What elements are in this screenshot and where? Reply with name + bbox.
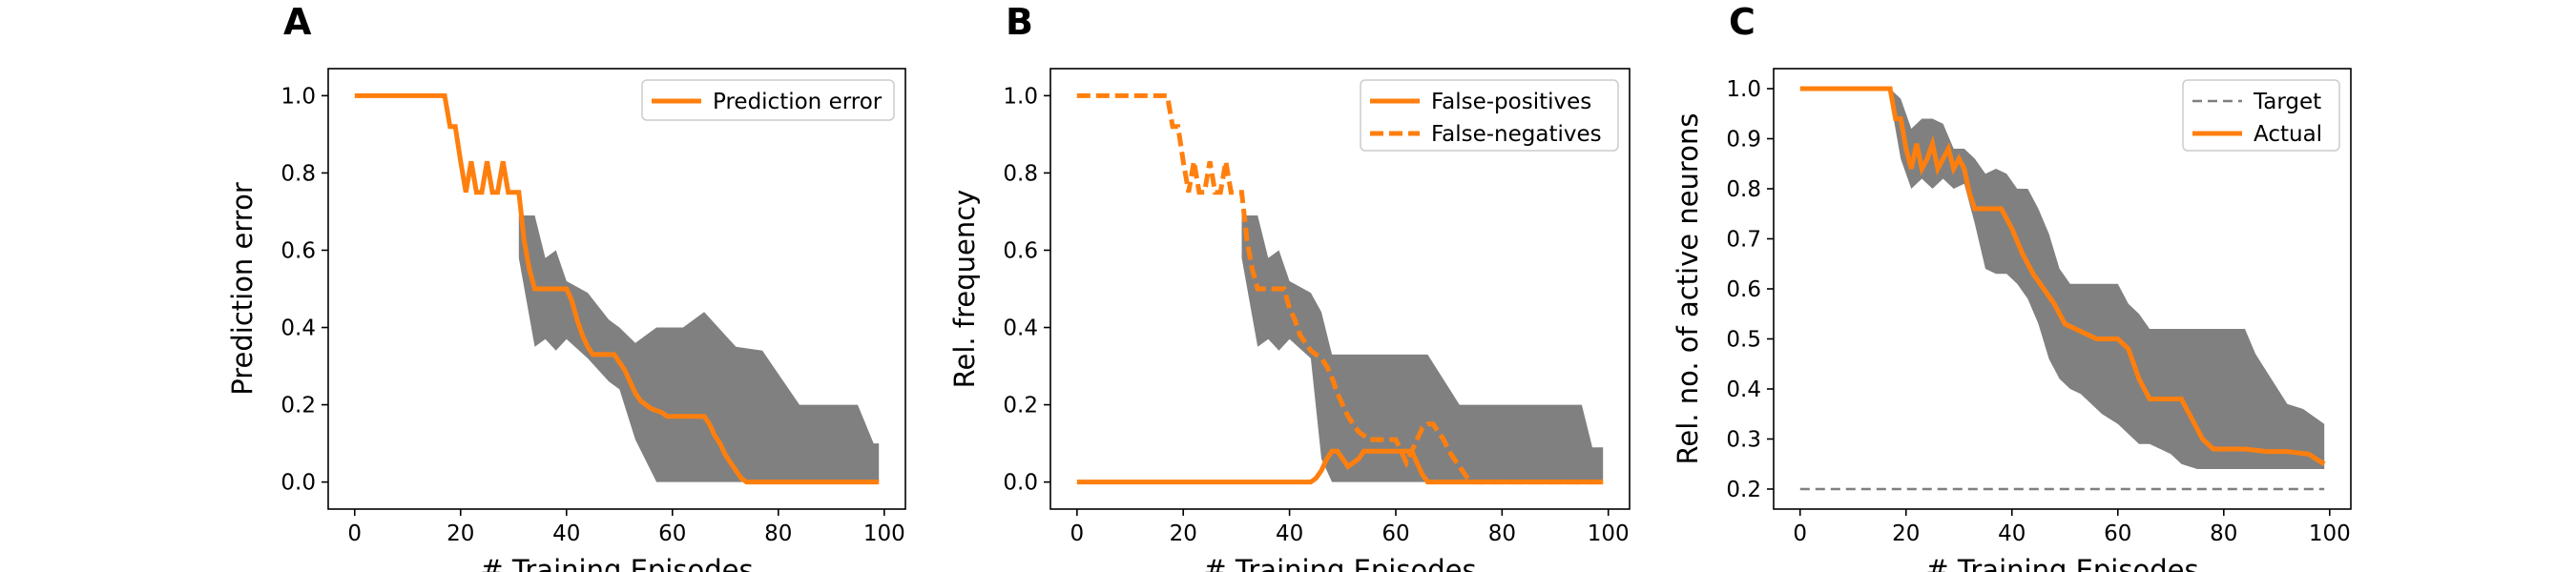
y-tick-label: 1.0 [1003,84,1038,109]
x-axis-label: # Training Episodes [480,554,753,572]
x-tick-label: 60 [2104,521,2131,546]
x-tick-label: 20 [447,521,474,546]
x-tick-label: 0 [347,521,362,546]
confidence-band [518,215,880,482]
x-tick-label: 40 [1998,521,2025,546]
y-tick-label: 0.6 [1003,238,1038,263]
panel-letter: A [283,1,312,43]
legend-label: Target [2253,90,2321,114]
x-tick-label: 20 [1892,521,1920,546]
x-tick-label: 20 [1170,521,1197,546]
panel-letter: C [1729,1,1755,43]
legend-label: False-negatives [1431,122,1602,147]
panel-a: 0 20 40 60 80 100 0.0 0.2 0.4 0.6 0.8 1.0 # Training… [226,1,906,572]
legend-box [641,79,895,121]
plot-area [1076,92,1604,485]
panel-b: 0 20 40 60 80 100 0.0 0.2 0.4 0.6 0.8 1.0 # Training… [948,1,1631,572]
y-axis-label: Rel. no. of active neurons [1672,113,1704,465]
legend-box [1360,79,1619,152]
plot-area [1799,86,2326,491]
x-tick-label: 100 [2309,521,2351,546]
y-tick-label: 0.2 [1003,394,1038,419]
y-tick-label: 0.8 [1003,161,1038,186]
y-tick-label: 0.0 [1003,471,1038,496]
x-tick-label: 100 [863,521,905,546]
y-tick-label: 0.4 [280,317,316,341]
y-tick-label: 0.2 [280,394,316,419]
confidence-band [1241,215,1604,482]
legend-label: Actual [2254,122,2322,147]
y-tick-label: 0.5 [1726,328,1761,353]
x-tick-label: 80 [1488,521,1516,546]
x-tick-label: 80 [764,521,792,546]
y-tick-label: 0.2 [1726,478,1761,502]
x-tick-label: 100 [1588,521,1630,546]
y-axis-label: Rel. frequency [948,190,981,389]
x-tick-label: 60 [1381,521,1409,546]
x-tick-label: 60 [658,521,686,546]
series-line-0 [354,92,880,485]
y-tick-label: 1.0 [280,84,316,109]
y-tick-label: 0.7 [1726,228,1761,253]
y-tick-label: 0.4 [1726,378,1761,402]
y-tick-label: 0.6 [280,238,316,263]
panel-letter: B [1006,1,1033,43]
axes-frame [327,68,906,510]
y-axis-label: Prediction error [226,182,259,396]
legend: Prediction error [641,79,895,121]
legend: False-positives False-negatives [1360,79,1619,152]
y-tick-label: 0.0 [280,471,316,496]
y-tick-label: 0.8 [280,161,316,186]
y-tick-label: 0.8 [1726,177,1761,202]
plot-area [354,92,880,485]
y-tick-label: 0.3 [1726,428,1761,453]
x-tick-label: 80 [2210,521,2237,546]
x-tick-label: 0 [1070,521,1085,546]
legend-label: False-positives [1431,90,1591,114]
y-tick-label: 0.6 [1726,277,1761,302]
y-tick-label: 1.0 [1726,77,1761,102]
panel-c: 0 20 40 60 80 100 0.2 0.3 0.4 0.5 0.6 0.7 0.8 0.9 1.0 #… [1672,1,2352,572]
legend: Target Actual [2182,79,2340,152]
x-axis-label: # Training Episodes [1925,554,2198,572]
y-tick-label: 0.9 [1726,128,1761,153]
confidence-band [1890,89,2325,469]
axes-frame [1049,68,1631,510]
x-tick-label: 40 [1276,521,1303,546]
legend-label: Prediction error [713,90,883,114]
x-tick-label: 0 [1793,521,1807,546]
y-tick-label: 0.4 [1003,317,1038,341]
series-line-1 [1799,86,2326,466]
x-tick-label: 40 [552,521,580,546]
x-axis-label: # Training Episodes [1203,554,1476,572]
